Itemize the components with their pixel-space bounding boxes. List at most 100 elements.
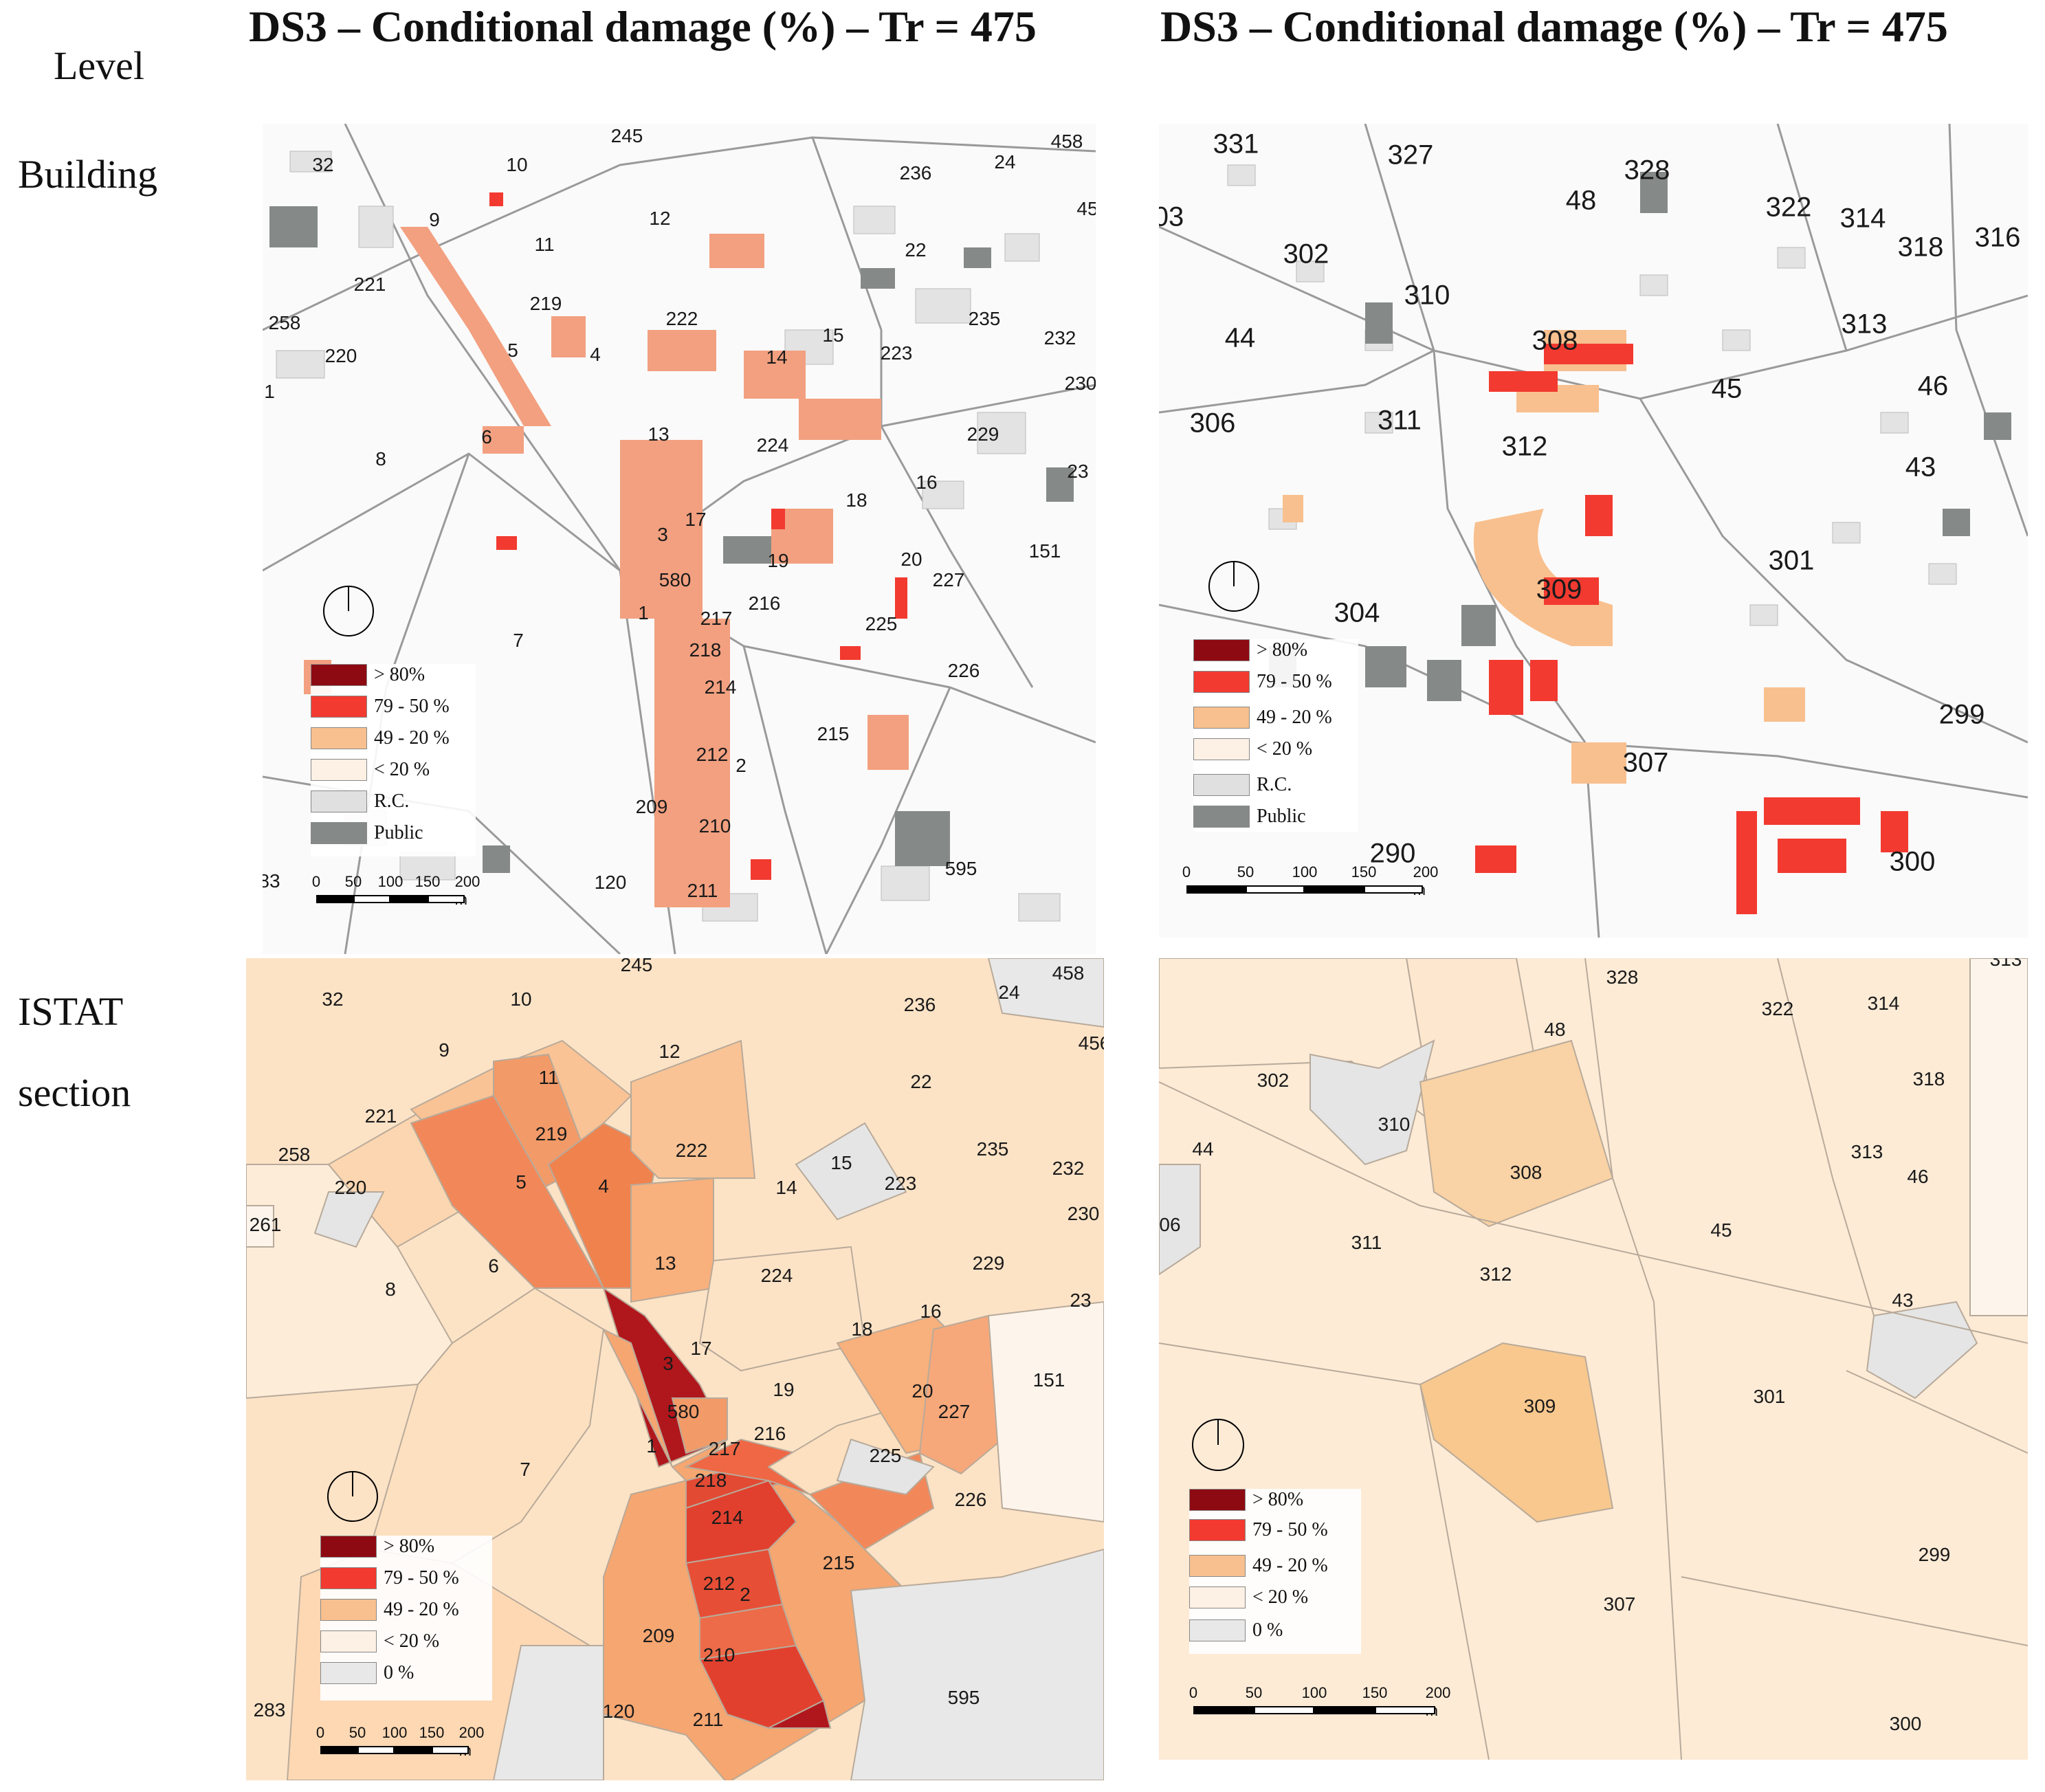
section-label: 224 bbox=[756, 434, 789, 456]
section-label: 12 bbox=[659, 1041, 681, 1062]
section-label: 5 bbox=[507, 340, 518, 361]
legend-swatch bbox=[1193, 774, 1250, 796]
row-label-level: Level bbox=[54, 43, 145, 88]
section-label: 301 bbox=[1768, 545, 1815, 576]
section-label: 45 bbox=[1711, 373, 1743, 404]
section-label: 32 bbox=[312, 154, 334, 175]
section-label: 3 bbox=[657, 524, 668, 545]
legend-swatch bbox=[311, 696, 367, 718]
section-label: 308 bbox=[1532, 325, 1578, 356]
section-label: 314 bbox=[1839, 203, 1886, 234]
legend-istat-right: > 80% 79 - 50 % 49 - 20 % < 20 % 0 % bbox=[1189, 1489, 1361, 1654]
section-label: 311 bbox=[1378, 405, 1422, 436]
section-label: 307 bbox=[1622, 747, 1669, 778]
section-label: 214 bbox=[711, 1507, 744, 1528]
title-right: DS3 – Conditional damage (%) – Tr = 475 bbox=[1160, 2, 1948, 51]
section-label: 19 bbox=[767, 550, 789, 571]
row-label-istat: ISTAT bbox=[18, 989, 124, 1034]
legend-label: 49 - 20 % bbox=[1252, 1555, 1328, 1576]
legend-swatch bbox=[311, 790, 367, 812]
section-label: 45 bbox=[1076, 198, 1096, 219]
section-label: 226 bbox=[954, 1489, 987, 1510]
section-label: 22 bbox=[905, 239, 927, 261]
section-label: 1 bbox=[638, 602, 649, 623]
map-building-left: 32 10 245 458 24 236 9 12 45 11 22 221 2… bbox=[263, 124, 1096, 954]
section-label: 7 bbox=[513, 630, 524, 651]
section-label: 328 bbox=[1624, 155, 1670, 186]
scale-tick: 50 bbox=[344, 873, 362, 890]
section-label: 316 bbox=[1974, 222, 2021, 253]
section-label: 595 bbox=[947, 1687, 980, 1708]
legend-swatch bbox=[320, 1630, 377, 1652]
section-label: 221 bbox=[353, 274, 386, 295]
section-label: 302 bbox=[1283, 239, 1329, 269]
legend-swatch bbox=[311, 664, 367, 686]
scale-tick: 200 m bbox=[458, 1724, 485, 1759]
section-label: 222 bbox=[665, 308, 698, 329]
section-label: 211 bbox=[692, 1709, 724, 1730]
legend-building-right: > 80% 79 - 50 % 49 - 20 % < 20 % R.C. Pu… bbox=[1193, 639, 1358, 832]
section-label: 4 bbox=[590, 344, 601, 365]
section-label: 3 bbox=[663, 1353, 674, 1374]
section-label: 245 bbox=[610, 125, 643, 146]
section-label: 232 bbox=[1052, 1158, 1085, 1179]
legend-label: 49 - 20 % bbox=[374, 727, 450, 749]
section-label: 44 bbox=[1192, 1138, 1214, 1160]
section-label: 221 bbox=[364, 1105, 397, 1127]
section-label: 32 bbox=[322, 988, 344, 1010]
scale-tick: 100 bbox=[1301, 1684, 1327, 1701]
section-label: 225 bbox=[865, 613, 898, 634]
scale-tick: 150 bbox=[1351, 863, 1377, 881]
section-label: 299 bbox=[1918, 1544, 1951, 1565]
section-label: 17 bbox=[690, 1338, 712, 1359]
section-label: 313 bbox=[1841, 309, 1888, 340]
section-label: 2 bbox=[736, 755, 747, 776]
legend-label: Public bbox=[374, 822, 423, 843]
legend-label: > 80% bbox=[384, 1536, 435, 1557]
legend-swatch bbox=[1189, 1555, 1246, 1577]
section-label: 236 bbox=[903, 994, 936, 1015]
section-label: 24 bbox=[998, 982, 1020, 1003]
section-label: 48 bbox=[1565, 185, 1597, 216]
legend-swatch bbox=[1193, 707, 1250, 729]
legend-building-left: > 80% 79 - 50 % 49 - 20 % < 20 % R.C. Pu… bbox=[311, 664, 476, 856]
section-label: 209 bbox=[635, 796, 668, 817]
section-label: 313 bbox=[1989, 958, 2022, 970]
map-istat-left-canvas bbox=[246, 958, 1104, 1780]
section-label: 43 bbox=[1892, 1290, 1914, 1311]
scale-tick: 150 bbox=[1362, 1684, 1388, 1701]
scale-tick: 200 m bbox=[1413, 863, 1439, 898]
section-label: 312 bbox=[1479, 1263, 1512, 1285]
section-label: 219 bbox=[529, 293, 562, 314]
map-istat-left: 32 10 245 458 24 236 9 12 456 11 22 221 … bbox=[246, 958, 1104, 1780]
section-label: 215 bbox=[817, 723, 850, 744]
section-label: 10 bbox=[506, 154, 528, 175]
section-label: 210 bbox=[703, 1644, 736, 1666]
section-label: 580 bbox=[659, 569, 692, 590]
legend-swatch bbox=[320, 1567, 377, 1589]
section-label: 45 bbox=[1710, 1219, 1732, 1241]
legend-label: 79 - 50 % bbox=[1252, 1519, 1328, 1540]
section-label: 224 bbox=[760, 1265, 793, 1286]
section-label: 1 bbox=[264, 381, 275, 402]
section-label: 307 bbox=[1603, 1593, 1636, 1615]
section-label: 209 bbox=[642, 1625, 675, 1646]
section-label: 43 bbox=[1905, 452, 1936, 483]
section-label: 312 bbox=[1501, 431, 1548, 462]
section-label: 322 bbox=[1761, 998, 1794, 1019]
section-label: 03 bbox=[1159, 201, 1184, 232]
section-label: 16 bbox=[916, 472, 938, 493]
legend-swatch bbox=[311, 759, 367, 781]
legend-label: 49 - 20 % bbox=[384, 1599, 459, 1620]
legend-label: 0 % bbox=[384, 1662, 414, 1683]
section-label: 13 bbox=[654, 1252, 676, 1274]
section-label: 222 bbox=[675, 1140, 708, 1161]
section-label: 230 bbox=[1064, 373, 1096, 394]
section-label: 219 bbox=[535, 1123, 568, 1144]
section-label: 22 bbox=[910, 1071, 932, 1092]
section-label: 218 bbox=[689, 639, 722, 661]
section-label: 290 bbox=[1369, 838, 1416, 869]
section-label: 300 bbox=[1889, 846, 1936, 877]
section-label: 16 bbox=[920, 1301, 942, 1322]
section-label: 19 bbox=[773, 1379, 795, 1400]
